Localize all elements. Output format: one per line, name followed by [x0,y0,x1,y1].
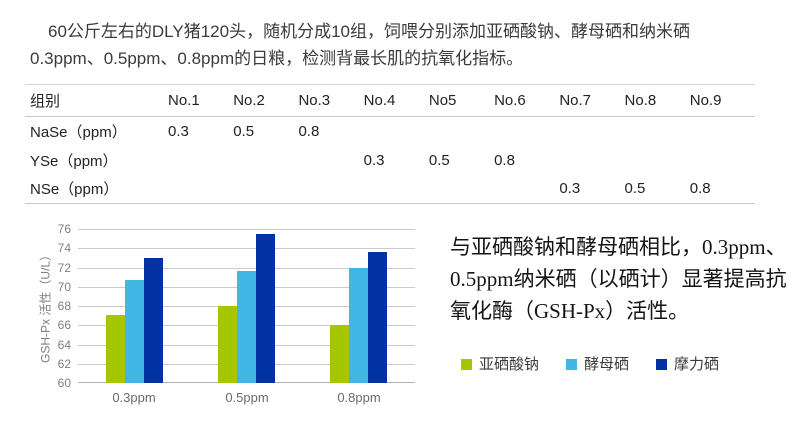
table-cell [364,117,429,146]
table-cell: 0.5 [428,151,450,169]
legend-item: 亚硒酸钠 [461,357,539,372]
table-header: 组别 No.1 No.2 No.3 No.4 No5 No.6 No.7 No.8 No.9 [25,84,755,117]
table-cell [690,117,755,146]
table-cell [559,117,624,146]
conclusion-text: 与亚硒酸钠和酵母硒相比，0.3ppm、 0.5ppm纳米硒（以硒计）显著提高抗 … [450,231,787,327]
table-body: NaSe（ppm） 0.3 0.5 0.8 YSe（ppm） 0.3 0.5 0.8 NSe（p… [25,117,755,204]
conclusion-line: 0.5ppm纳米硒（以硒计）显著提高抗 [450,267,787,291]
table-cell: 0.8 [494,151,515,169]
table-cell [494,117,559,146]
table-row: NSe（ppm） 0.3 0.5 0.8 [25,175,755,204]
gridline [78,248,415,249]
y-tick-label: 68 [57,299,71,313]
table-cell [233,146,298,175]
legend-swatch-icon [461,359,472,370]
intro-line: 0.3ppm、0.5ppm、0.8ppm的日粮，检测背最长肌的抗氧化指标。 [30,49,524,68]
y-tick-label: 72 [57,261,71,275]
table-header-cell: No.9 [689,92,722,109]
table-cell [168,146,233,175]
selenium-groups-table: 组别 No.1 No.2 No.3 No.4 No5 No.6 No.7 No.8 No.9 Na… [25,84,755,204]
legend-label: 摩力硒 [674,356,720,373]
table-cell [494,175,559,204]
table-row: NaSe（ppm） 0.3 0.5 0.8 [25,117,755,146]
table-cell [168,175,233,204]
bar [106,314,125,383]
table-cell [625,117,690,146]
y-tick-label: 70 [57,280,71,294]
bar [125,280,144,383]
plot-area: 0.3ppm 0.5ppm 0.8ppm [78,229,415,405]
table-cell [559,146,624,175]
legend-swatch-icon [566,359,578,370]
table-cell [429,117,494,146]
table-header-cell: No.4 [363,92,396,109]
table-cell [233,175,298,204]
bar [349,267,368,383]
table-header-cell: No.6 [494,92,526,109]
bar [330,325,349,383]
table-cell: 0.5 [624,180,646,198]
table-row: YSe（ppm） 0.3 0.5 0.8 [25,146,755,175]
intro-line: 60公斤左右的DLY猪120头，随机分成10组，饲喂分别添加亚硒酸钠、酵母硒和纳… [48,22,690,41]
row-label-cell: YSe（ppm） [30,152,118,170]
table-cell [625,146,690,175]
bar [256,233,275,383]
table-header-cell: No.7 [559,92,591,109]
table-cell [298,175,363,204]
table-cell: 0.3 [168,122,189,140]
row-label-cell: NaSe（ppm） [30,123,127,141]
x-tick-label: 0.3ppm [112,390,156,405]
gshpx-bar-chart: GSH-Px 活性（U/L） 60 62 64 66 68 70 72 74 76 0.3ppm… [25,220,425,420]
legend-item: 酵母硒 [566,357,629,372]
table-cell: 0.3 [363,151,385,169]
table-cell [364,175,429,204]
table-header-cell: No.2 [233,92,265,109]
table-header-cell: No.1 [168,92,200,109]
table-cell: 0.8 [298,122,320,140]
y-tick-label: 66 [57,318,71,332]
chart-legend: 亚硒酸钠 酵母硒 摩力硒 [461,357,719,372]
gridline [78,268,415,269]
table-header-cell: No5 [428,92,457,109]
x-tick-label: 0.8ppm [337,390,381,405]
legend-label: 亚硒酸钠 [479,356,540,373]
table-cell [429,175,494,204]
gridline [78,229,415,230]
legend-swatch-icon [656,359,668,370]
y-tick-label: 74 [57,241,71,255]
bar [368,252,387,383]
table-cell: 0.8 [689,180,711,198]
y-tick-label: 64 [57,338,71,352]
intro-paragraph: 60公斤左右的DLY猪120头，随机分成10组，饲喂分别添加亚硒酸钠、酵母硒和纳… [30,18,790,72]
y-axis-ticks: 60 62 64 66 68 70 72 74 76 [25,222,71,390]
row-label-cell: NSe（ppm） [30,181,119,199]
y-tick-label: 76 [57,222,71,236]
table-header-cell: No.3 [298,92,331,109]
y-tick-label: 62 [57,357,71,371]
x-tick-label: 0.5ppm [225,390,269,405]
bar [218,306,237,383]
table-cell: 0.5 [233,122,255,140]
table-cell [298,146,363,175]
conclusion-line: 氧化酶（GSH-Px）活性。 [450,299,690,323]
table-cell: 0.3 [559,180,581,198]
legend-item: 摩力硒 [656,357,719,372]
conclusion-line: 与亚硒酸钠和酵母硒相比，0.3ppm、 [450,235,787,259]
table-header-cell: 组别 [30,93,61,110]
table-header-cell: No.8 [624,92,657,109]
legend-label: 酵母硒 [584,356,630,373]
y-tick-label: 60 [57,376,71,390]
table-cell [690,146,755,175]
bar [237,271,256,383]
bar [144,257,163,383]
